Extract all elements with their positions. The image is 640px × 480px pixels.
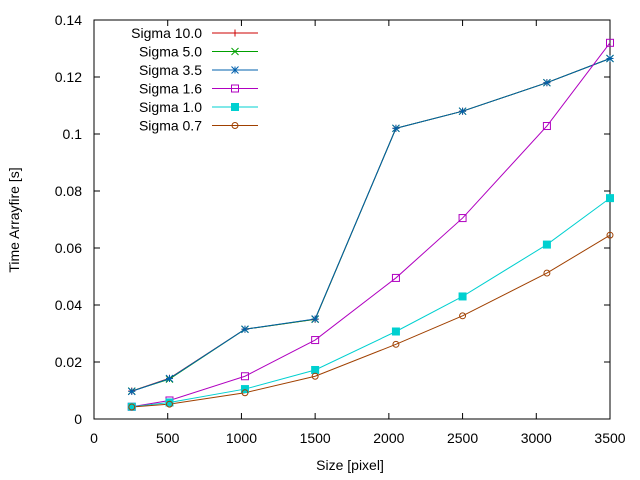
y-tick-label: 0.06 [55, 240, 82, 256]
data-point [459, 312, 467, 320]
legend-label: Sigma 0.7 [139, 118, 202, 134]
y-tick-label: 0.14 [55, 12, 82, 28]
series-line [131, 234, 611, 408]
legend-marker [231, 122, 239, 129]
legend-marker [231, 47, 239, 56]
legend-marker [231, 66, 239, 74]
y-tick-label: 0.04 [55, 297, 82, 313]
legend-label: Sigma 5.0 [139, 44, 202, 60]
data-point [458, 107, 467, 116]
data-point [241, 325, 249, 334]
data-point [165, 398, 174, 407]
data-point [392, 124, 400, 133]
x-tick-label: 0 [90, 430, 98, 446]
data-point [543, 269, 551, 277]
data-point [311, 365, 320, 374]
data-point [128, 403, 136, 411]
x-tick-label: 2000 [373, 430, 404, 446]
data-point [165, 374, 174, 383]
data-point [606, 194, 614, 203]
series-line [131, 58, 611, 392]
legend-marker [231, 103, 239, 111]
series-line [131, 197, 611, 408]
x-tick-label: 3500 [594, 430, 625, 446]
series-line [131, 42, 611, 408]
y-axis-label: Time Arrayfire [s] [6, 167, 22, 272]
data-point [240, 372, 249, 381]
data-point [458, 292, 467, 301]
x-tick-label: 3000 [521, 430, 552, 446]
y-tick-label: 0 [74, 411, 82, 427]
data-point [543, 78, 551, 87]
y-tick-label: 0.08 [55, 183, 82, 199]
data-point [458, 214, 467, 223]
axis-ticks: 0 500 1000 1500 2000 2500 3000 3500 0 0.02 0.04 0.0… [55, 12, 626, 446]
plot-frame [93, 19, 611, 420]
legend-label: Sigma 10.0 [131, 25, 202, 41]
series-markers [127, 38, 614, 411]
data-point [166, 400, 173, 408]
legend-label: Sigma 3.5 [139, 62, 202, 78]
x-tick-label: 1000 [226, 430, 257, 446]
series-line [131, 58, 611, 392]
data-point [392, 340, 400, 348]
y-tick-label: 0.02 [55, 354, 82, 370]
legend-label: Sigma 1.0 [139, 99, 202, 115]
series-line [131, 58, 611, 392]
data-point [311, 336, 320, 345]
x-tick-label: 1500 [300, 430, 331, 446]
data-point [391, 327, 400, 336]
legend-marker [231, 84, 239, 93]
x-axis-label: Size [pixel] [316, 457, 384, 473]
data-point [241, 389, 249, 397]
y-tick-label: 0.1 [63, 126, 83, 142]
data-point [240, 385, 249, 394]
data-point [311, 372, 319, 380]
legend-label: Sigma 1.6 [139, 81, 202, 97]
data-point [311, 315, 319, 323]
y-tick-label: 0.12 [55, 69, 82, 85]
data-point [542, 122, 551, 131]
x-tick-label: 2500 [447, 430, 478, 446]
data-point [542, 240, 551, 249]
x-tick-label: 500 [156, 430, 180, 446]
data-point [606, 54, 614, 63]
data-point [606, 231, 614, 239]
legend-marker [231, 29, 239, 37]
data-point [127, 387, 136, 396]
legend: Sigma 10.0 Sigma 5.0 Sigma 3.5 Sigma 1.6 Sig… [131, 25, 258, 134]
data-point [606, 38, 614, 47]
series-lines [131, 42, 611, 408]
data-point [391, 273, 400, 282]
